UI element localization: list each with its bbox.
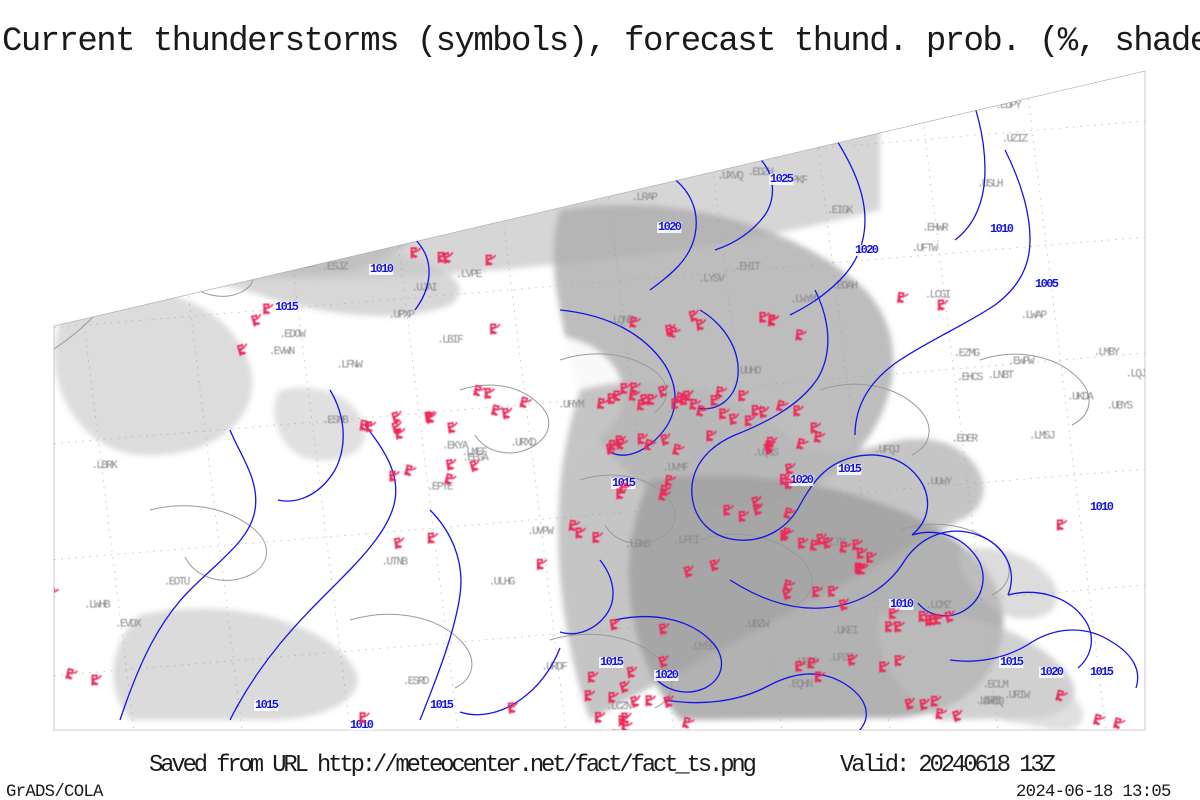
svg-text:.LWYM: .LWYM — [790, 294, 816, 306]
svg-text:.LVPE: .LVPE — [456, 269, 483, 281]
svg-text:1020: 1020 — [1040, 665, 1064, 679]
svg-text:1015: 1015 — [600, 655, 624, 669]
svg-text:1010: 1010 — [370, 262, 394, 276]
svg-text:.EUPY: .EUPY — [995, 100, 1022, 112]
svg-text:.EIGK: .EIGK — [827, 205, 854, 217]
svg-text:1010: 1010 — [1090, 500, 1114, 514]
svg-text:.LFCH: .LFCH — [740, 110, 766, 122]
svg-text:.LCMZ: .LCMZ — [925, 600, 952, 612]
svg-text:.ERNC: .ERNC — [94, 110, 121, 122]
svg-text:.UBZW: .UBZW — [743, 619, 770, 631]
svg-text:.UVAQ: .UVAQ — [389, 92, 416, 104]
svg-text:.EHIT: .EHIT — [734, 262, 761, 274]
svg-text:1015: 1015 — [838, 462, 862, 476]
svg-text:.LBOH: .LBOH — [265, 248, 291, 260]
svg-text:.LSSI: .LSSI — [810, 136, 836, 148]
svg-text:.UGYI: .UGYI — [208, 256, 234, 268]
svg-text:1020: 1020 — [655, 668, 679, 682]
svg-text:.URIW: .URIW — [1004, 690, 1031, 702]
svg-text:.LBRK: .LBRK — [91, 460, 118, 472]
svg-text:.EOTU: .EOTU — [164, 576, 190, 588]
svg-text:1025: 1025 — [770, 172, 794, 186]
svg-text:.LKNW: .LKNW — [721, 100, 748, 112]
svg-text:.EDOW: .EDOW — [279, 329, 306, 341]
svg-text:1015: 1015 — [1000, 655, 1024, 669]
svg-text:1015: 1015 — [255, 698, 279, 712]
svg-text:.EZMG: .EZMG — [954, 348, 980, 360]
svg-text:.USLH: .USLH — [977, 179, 1003, 191]
svg-text:.UUWY: .UUWY — [926, 476, 953, 488]
svg-text:.LRAP: .LRAP — [631, 192, 658, 204]
svg-text:.UKDA: .UKDA — [1067, 391, 1094, 403]
svg-text:1020: 1020 — [658, 220, 682, 234]
svg-text:.UBYS: .UBYS — [1107, 400, 1134, 412]
svg-text:.EVDX: .EVDX — [115, 619, 142, 631]
svg-text:.URDF: .URDF — [541, 661, 567, 673]
svg-text:.UZIZ: .UZIZ — [1002, 133, 1029, 145]
svg-text:1020: 1020 — [855, 243, 879, 257]
svg-text:.UVMF: .UVMF — [663, 463, 689, 475]
svg-text:.UKEI: .UKEI — [832, 626, 858, 638]
svg-text:1015: 1015 — [275, 300, 299, 314]
svg-text:.ESNB: .ESNB — [322, 415, 349, 427]
svg-text:1015: 1015 — [1090, 665, 1114, 679]
svg-text:.LMUZ: .LMUZ — [505, 167, 532, 179]
svg-text:.LOYV: .LOYV — [345, 220, 372, 232]
svg-text:.LNBT: .LNBT — [988, 370, 1015, 382]
svg-text:.LGOS: .LGOS — [309, 148, 336, 160]
svg-text:.LMSJ: .LMSJ — [1029, 431, 1055, 443]
svg-text:.LQWH: .LQWH — [651, 79, 677, 91]
svg-text:.EDER: .EDER — [952, 433, 979, 445]
svg-text:1010: 1010 — [990, 222, 1014, 236]
svg-text:.EVWN: .EVWN — [269, 346, 295, 358]
svg-text:.LQOS: .LQOS — [889, 89, 916, 101]
svg-text:.UYEB: .UYEB — [689, 642, 716, 654]
svg-text:.LGNS: .LGNS — [625, 539, 652, 551]
svg-text:.UTNB: .UTNB — [382, 556, 409, 568]
svg-text:.URXD: .URXD — [510, 437, 537, 449]
svg-text:.LWAP: .LWAP — [1021, 310, 1048, 322]
svg-text:.LFNW: .LFNW — [336, 360, 363, 372]
svg-text:.LMBY: .LMBY — [1093, 347, 1120, 359]
svg-text:.EOAH: .EOAH — [832, 281, 858, 293]
svg-text:.ESRD: .ESRD — [403, 676, 430, 688]
svg-text:.LFEI: .LFEI — [673, 535, 699, 547]
svg-text:.EWPW: .EWPW — [1008, 356, 1035, 368]
svg-text:.UXVQ: .UXVQ — [717, 170, 744, 182]
svg-text:.ESJZ: .ESJZ — [322, 262, 349, 274]
svg-text:.ULHG: .ULHG — [489, 577, 515, 589]
svg-text:.ELRZ: .ELRZ — [706, 92, 733, 104]
svg-text:.UAPX: .UAPX — [782, 112, 809, 124]
svg-text:.LWHB: .LWHB — [84, 600, 111, 612]
svg-text:.UWXM: .UWXM — [372, 112, 398, 124]
svg-text:.UHYM: .UHYM — [558, 400, 584, 412]
svg-text:.UUHO: .UUHO — [735, 366, 762, 378]
svg-text:.ETQN: .ETQN — [733, 113, 759, 125]
svg-text:.LYSV: .LYSV — [698, 274, 725, 286]
svg-text:.USFB: .USFB — [975, 696, 1002, 708]
svg-text:.LMEF: .LMEF — [461, 447, 487, 459]
svg-text:.UNEA: .UNEA — [398, 121, 425, 133]
svg-text:.UESQ: .UESQ — [399, 212, 426, 224]
svg-text:.UAPU: .UAPU — [214, 209, 240, 221]
svg-text:.EQHN: .EQHN — [787, 679, 813, 691]
svg-text:.UVPW: .UVPW — [527, 526, 554, 538]
svg-text:1015: 1015 — [430, 698, 454, 712]
svg-text:1005: 1005 — [1035, 277, 1059, 291]
svg-text:.EHCS: .EHCS — [957, 372, 984, 384]
svg-text:.UPXP: .UPXP — [388, 310, 415, 322]
svg-text:.LCGI: .LCGI — [925, 290, 951, 302]
svg-text:.UFTW: .UFTW — [912, 243, 939, 255]
svg-text:.EHWR: .EHWR — [922, 222, 949, 234]
svg-text:.LQJR: .LQJR — [1125, 368, 1152, 380]
svg-text:.LBIF: .LBIF — [437, 335, 463, 347]
